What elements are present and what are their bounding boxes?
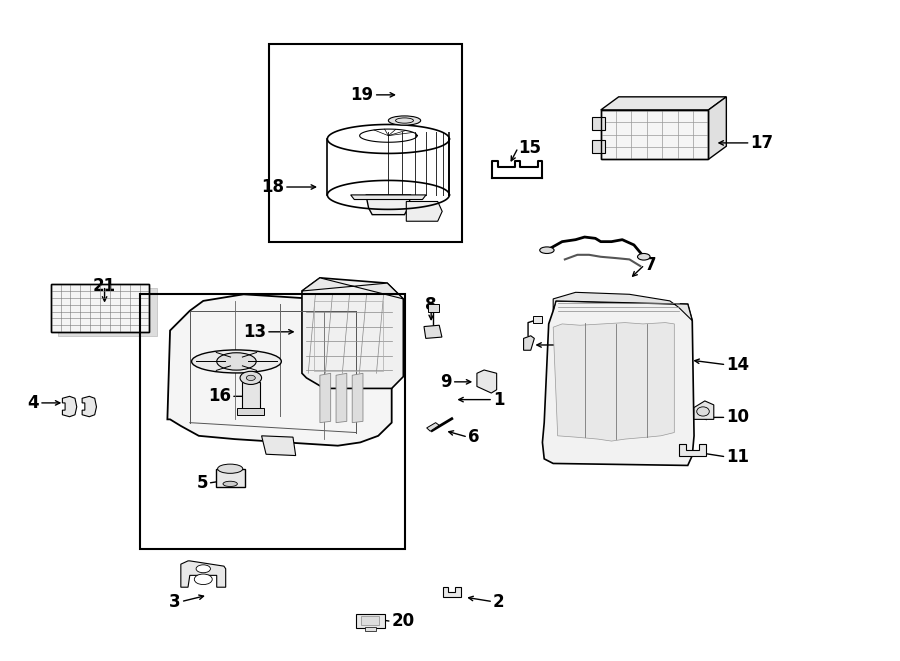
Polygon shape bbox=[708, 97, 726, 159]
Text: 9: 9 bbox=[440, 373, 452, 391]
Text: 11: 11 bbox=[726, 448, 750, 466]
Text: 17: 17 bbox=[751, 134, 774, 152]
Text: 3: 3 bbox=[169, 593, 181, 611]
Text: 12: 12 bbox=[562, 336, 585, 354]
Polygon shape bbox=[428, 304, 439, 312]
Polygon shape bbox=[600, 97, 726, 110]
Text: 16: 16 bbox=[208, 387, 231, 405]
Polygon shape bbox=[302, 278, 403, 389]
Polygon shape bbox=[82, 397, 96, 416]
Polygon shape bbox=[351, 195, 426, 200]
Bar bbox=[364, 627, 375, 631]
Ellipse shape bbox=[389, 116, 420, 125]
Polygon shape bbox=[427, 422, 439, 431]
Text: 6: 6 bbox=[468, 428, 480, 446]
Polygon shape bbox=[679, 444, 706, 455]
Polygon shape bbox=[554, 292, 692, 321]
Bar bbox=[356, 613, 384, 628]
Ellipse shape bbox=[240, 371, 262, 385]
Polygon shape bbox=[424, 325, 442, 338]
Bar bbox=[242, 382, 260, 409]
Text: 21: 21 bbox=[93, 277, 116, 295]
Polygon shape bbox=[352, 373, 363, 422]
Ellipse shape bbox=[196, 565, 211, 572]
Polygon shape bbox=[167, 294, 392, 446]
Text: 19: 19 bbox=[351, 86, 374, 104]
Polygon shape bbox=[58, 288, 157, 336]
Text: 8: 8 bbox=[426, 297, 436, 315]
Polygon shape bbox=[366, 195, 410, 215]
Text: 7: 7 bbox=[644, 256, 656, 274]
Polygon shape bbox=[336, 373, 346, 422]
Polygon shape bbox=[554, 323, 674, 441]
Text: 4: 4 bbox=[27, 394, 39, 412]
Polygon shape bbox=[443, 586, 461, 597]
Ellipse shape bbox=[194, 574, 212, 584]
Polygon shape bbox=[694, 401, 714, 419]
Bar bbox=[238, 408, 265, 414]
Polygon shape bbox=[302, 278, 403, 299]
Polygon shape bbox=[181, 561, 226, 587]
Text: 13: 13 bbox=[243, 323, 266, 341]
Ellipse shape bbox=[192, 350, 282, 373]
Bar bbox=[600, 110, 708, 159]
Ellipse shape bbox=[697, 407, 709, 416]
Polygon shape bbox=[524, 336, 535, 350]
Text: 18: 18 bbox=[261, 178, 284, 196]
Polygon shape bbox=[592, 139, 605, 153]
Ellipse shape bbox=[247, 375, 256, 381]
Text: 1: 1 bbox=[493, 391, 505, 408]
Polygon shape bbox=[62, 397, 77, 416]
Text: 10: 10 bbox=[726, 408, 750, 426]
Bar bbox=[600, 110, 708, 159]
Ellipse shape bbox=[540, 247, 554, 253]
Text: 5: 5 bbox=[196, 474, 208, 492]
Bar bbox=[361, 616, 379, 625]
Bar bbox=[269, 44, 462, 242]
Bar bbox=[50, 284, 149, 332]
Text: 15: 15 bbox=[518, 139, 541, 157]
Polygon shape bbox=[262, 436, 296, 455]
Text: 14: 14 bbox=[726, 356, 750, 373]
Bar bbox=[140, 293, 405, 549]
Ellipse shape bbox=[217, 353, 256, 370]
Bar bbox=[216, 469, 245, 487]
Polygon shape bbox=[406, 202, 442, 221]
Ellipse shape bbox=[637, 253, 650, 260]
Bar bbox=[50, 284, 149, 332]
Ellipse shape bbox=[218, 464, 243, 473]
Polygon shape bbox=[592, 116, 605, 130]
Polygon shape bbox=[533, 316, 542, 323]
Text: 2: 2 bbox=[493, 593, 505, 611]
Text: 20: 20 bbox=[392, 613, 415, 631]
Polygon shape bbox=[320, 373, 330, 422]
Ellipse shape bbox=[223, 481, 238, 486]
Polygon shape bbox=[477, 370, 497, 393]
Polygon shape bbox=[543, 301, 694, 465]
